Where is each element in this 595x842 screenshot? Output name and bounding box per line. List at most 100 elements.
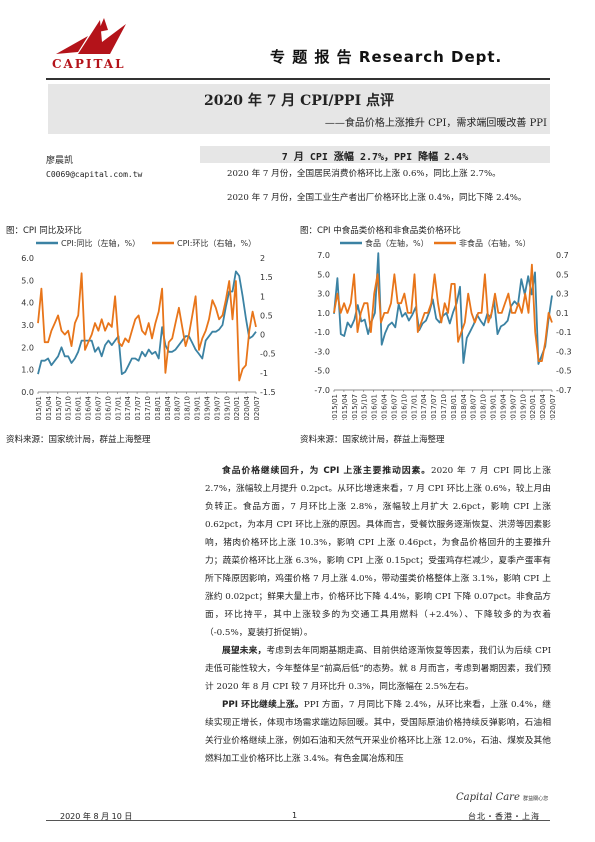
- right-axis-tick-label: -0.1: [556, 328, 572, 337]
- footer-brand-name: Capital Care: [456, 792, 520, 803]
- left-axis-tick-label: 7.0: [317, 251, 330, 260]
- food-nonfood-mom-chart: -7.0 -5.0 -3.0 -1.0 1.0 3.0 5.0 7.0 -0.7 -0.5 -0.3…: [314, 238, 572, 420]
- left-axis-tick-label: 5.0: [21, 276, 34, 285]
- x-axis-tick-label: 2020/04: [243, 395, 251, 420]
- x-axis-tick-label: 2015/01: [331, 394, 339, 420]
- phoenix-logo-icon: [56, 18, 126, 54]
- left-axis-tick-label: 3.0: [317, 290, 330, 299]
- capital-logo: [48, 14, 148, 74]
- paragraph-ppi-lead: PPI 环比继续上涨。: [222, 700, 304, 710]
- x-axis-tick-label: 2015/10: [361, 394, 369, 420]
- x-axis-tick-label: 2020/04: [539, 393, 547, 420]
- right-axis-tick-label: 0: [260, 331, 265, 340]
- x-axis-tick-label: 2017/01: [114, 396, 122, 420]
- footer-date: 2020 年 8 月 10 日: [60, 812, 133, 821]
- x-axis-tick-label: 2016/01: [75, 396, 83, 420]
- left-axis-tick-label: 0.0: [21, 388, 34, 397]
- left-axis-tick-label: 4.0: [21, 299, 34, 308]
- left-axis-tick-label: 1.0: [21, 366, 34, 375]
- right-axis-tick-label: 0.7: [556, 251, 569, 260]
- x-axis-tick-label: 2019/04: [499, 393, 507, 420]
- right-axis-tick-label: -0.5: [260, 350, 276, 359]
- x-axis-tick-label: 2018/10: [184, 396, 192, 420]
- summary-line-cpi: 2020 年 7 月份，全国居民消费价格环比上涨 0.6%，同比上涨 2.7%。: [227, 169, 501, 179]
- x-axis-tick-label: 2020/01: [233, 396, 241, 420]
- left-axis-tick-label: -1.0: [314, 328, 330, 337]
- x-axis-tick-label: 2017/07: [134, 396, 142, 420]
- paragraph-outlook: 展望未来，考虑到去年同期基期走高、目前供给逐渐恢复等因素，我们认为后续 CPI …: [205, 642, 551, 696]
- left-axis-tick-label: 5.0: [317, 270, 330, 279]
- brand-name: CAPITAL: [52, 57, 126, 71]
- paragraph-food-text: 2020 年 7 月 CPI 同比上涨 2.7%，涨幅较上月提升 0.2pct。…: [205, 466, 551, 638]
- summary-line-ppi: 2020 年 7 月份，全国工业生产者出厂价格环比上涨 0.4%，同比下降 2.…: [227, 193, 527, 203]
- right-axis-tick-label: -0.5: [556, 367, 572, 376]
- title-box: [48, 84, 550, 134]
- page-number: 1: [292, 811, 298, 820]
- x-axis-tick-label: 2018/04: [164, 395, 172, 420]
- legend-label-left: CPI:同比（左轴，%）: [61, 238, 140, 248]
- x-axis-tick-label: 2015/04: [45, 395, 53, 420]
- header-divider: [46, 78, 550, 80]
- report-type-label: 专 题 报 告 Research Dept.: [270, 48, 503, 66]
- left-axis-tick-label: 2.0: [21, 343, 34, 352]
- x-axis-tick-label: 2019/01: [194, 396, 202, 420]
- x-axis-tick-label: 2017/01: [410, 394, 418, 420]
- x-axis-tick-label: 2018/07: [174, 396, 182, 420]
- left-axis-tick-label: -3.0: [314, 347, 330, 356]
- x-axis-tick-label: 2017/10: [144, 396, 152, 420]
- author-email[interactable]: C0069@capital.com.tw: [46, 170, 143, 179]
- paragraph-outlook-text: 考虑到去年同期基期走高、目前供给逐渐恢复等因素，我们认为后续 CPI 走低可能性…: [205, 646, 552, 692]
- right-axis-tick-label: -0.3: [556, 347, 572, 356]
- page-subtitle: ——食品价格上涨推升 CPI，需求端回暖改善 PPI: [324, 118, 547, 129]
- x-axis-tick-label: 2020/01: [529, 394, 537, 420]
- footer-cities: 台北・香港・上海: [468, 812, 540, 821]
- left-axis-tick-label: 6.0: [21, 254, 34, 263]
- x-axis-tick-label: 2018/01: [154, 396, 162, 420]
- right-axis-tick-label: 0.3: [556, 290, 569, 299]
- x-axis-tick-label: 2015/10: [65, 396, 73, 420]
- author-name: 廖晨凯: [46, 156, 74, 166]
- x-axis-tick-label: 2017/04: [420, 393, 428, 420]
- x-axis-tick-label: 2018/07: [470, 394, 478, 420]
- footer-divider: [46, 820, 550, 821]
- figure-caption-right: 图：CPI 中食品类价格和非食品类价格环比: [300, 226, 461, 236]
- series-line-left: [37, 270, 257, 376]
- footer-brand-sub: 群益關心您: [523, 796, 549, 802]
- x-axis-tick-label: 2016/07: [94, 396, 102, 420]
- figure-source-right: 资料来源：国家统计局，群益上海整理: [300, 435, 445, 445]
- footer-brand: Capital Care 群益關心您: [456, 792, 548, 803]
- x-axis-tick-label: 2020/07: [253, 396, 261, 420]
- paragraph-ppi-text: PPI 方面，7 月同比下降 2.4%，从环比来看，上涨 0.4%，继续实现正增…: [205, 700, 551, 764]
- right-axis-tick-label: -0.7: [556, 386, 572, 395]
- x-axis-tick-label: 2019/07: [509, 394, 517, 420]
- figure-source-left: 资料来源：国家统计局，群益上海整理: [6, 435, 151, 445]
- paragraph-ppi: PPI 环比继续上涨。PPI 方面，7 月同比下降 2.4%，从环比来看，上涨 …: [205, 696, 551, 768]
- x-axis-tick-label: 2017/07: [430, 394, 438, 420]
- left-axis-tick-label: -5.0: [314, 367, 330, 376]
- x-axis-tick-label: 2018/04: [460, 393, 468, 420]
- x-axis-tick-label: 2019/10: [519, 394, 527, 420]
- figure-caption-left: 图：CPI 同比及环比: [6, 226, 82, 236]
- x-axis-tick-label: 2020/07: [549, 394, 557, 420]
- legend-label-left: 食品（左轴，%）: [365, 238, 429, 248]
- x-axis-tick-label: 2017/04: [124, 395, 132, 420]
- paragraph-food-lead: 食品价格继续回升，为 CPI 上涨主要推动因素。: [222, 466, 432, 476]
- summary-bar: [200, 146, 550, 163]
- x-axis-tick-label: 2015/07: [55, 396, 63, 420]
- x-axis-tick-label: 2015/01: [35, 396, 43, 420]
- x-axis-tick-label: 2016/07: [390, 394, 398, 420]
- left-axis-tick-label: 1.0: [317, 309, 330, 318]
- paragraph-food: 食品价格继续回升，为 CPI 上涨主要推动因素。2020 年 7 月 CPI 同…: [205, 462, 551, 642]
- left-axis-tick-label: -7.0: [314, 386, 330, 395]
- series-line-right: [333, 263, 553, 362]
- summary-heading: 7 月 CPI 涨幅 2.7%，PPI 降幅 2.4%: [281, 152, 469, 163]
- body-text: 食品价格继续回升，为 CPI 上涨主要推动因素。2020 年 7 月 CPI 同…: [205, 462, 551, 768]
- x-axis-tick-label: 2019/04: [203, 395, 211, 420]
- right-axis-tick-label: 0.5: [260, 311, 273, 320]
- right-axis-tick-label: 0.5: [556, 270, 569, 279]
- x-axis-tick-label: 2016/10: [400, 394, 408, 420]
- x-axis-tick-label: 2016/10: [104, 396, 112, 420]
- cpi-yoy-mom-chart: 0.0 1.0 2.0 3.0 4.0 5.0 6.0 -1.5 -1 -0.5 0 0.5 1 1.5 2…: [21, 238, 276, 420]
- legend-label-right: 非食品（右轴，%）: [459, 238, 531, 248]
- right-axis-tick-label: 1: [260, 292, 265, 301]
